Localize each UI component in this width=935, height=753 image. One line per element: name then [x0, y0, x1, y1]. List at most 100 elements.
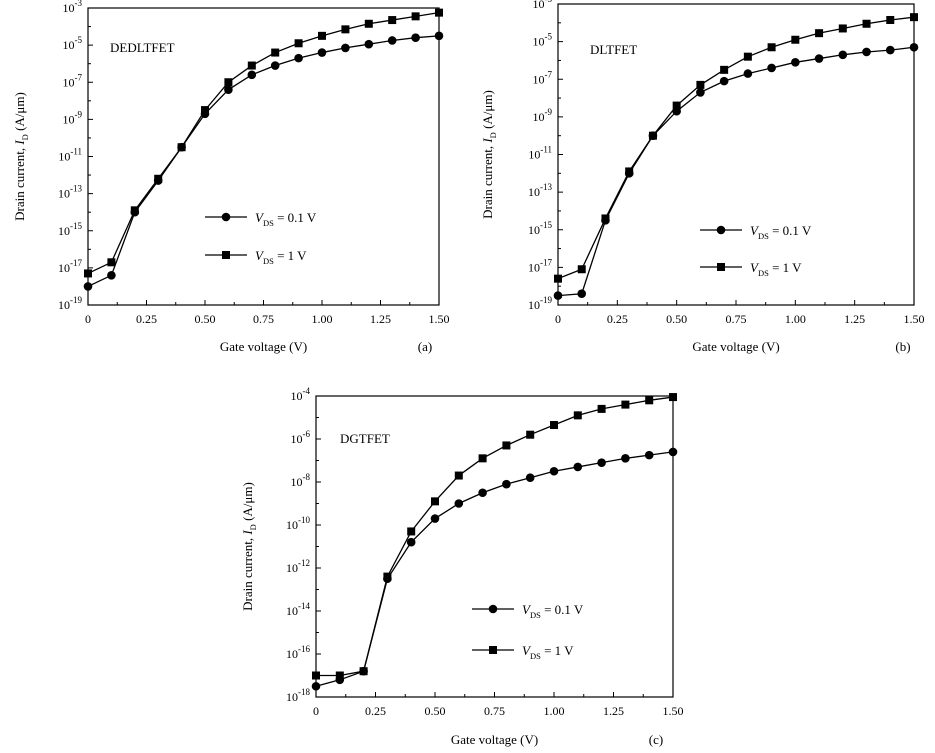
data-point-circle: [743, 69, 753, 78]
data-point-circle: [621, 454, 630, 463]
y-tick-label: 10-6: [291, 429, 311, 446]
y-label-pre: Drain current,: [12, 145, 27, 221]
data-point-square: [177, 143, 186, 152]
y-tick-exponent: -11: [70, 147, 82, 157]
y-tick-base: 10: [58, 261, 70, 275]
x-tick-label: 1.00: [785, 312, 806, 326]
panel-label: (a): [418, 339, 432, 354]
y-tick-label: 10-11: [58, 147, 82, 164]
y-label-sub: D: [20, 134, 30, 140]
y-label-post: (A/μm): [480, 90, 495, 132]
panel-title: DEDLTFET: [110, 40, 175, 55]
data-point-square: [312, 671, 320, 680]
legend-entry: VDS = 0.1 V: [522, 602, 584, 620]
y-tick-label: 10-18: [286, 687, 310, 704]
data-point-square: [601, 214, 610, 223]
y-tick-label: 10-17: [528, 257, 552, 274]
data-point-circle: [478, 488, 487, 498]
x-tick-label: 0.75: [484, 704, 505, 718]
y-tick-label: 10-19: [528, 295, 552, 312]
data-point-circle: [83, 282, 93, 291]
data-point-circle: [696, 88, 705, 97]
y-label-pre: Drain current,: [480, 143, 495, 219]
data-point-circle: [311, 681, 321, 691]
data-point-circle: [577, 289, 587, 299]
x-tick-label: 0.50: [666, 312, 687, 326]
data-point-circle: [573, 462, 583, 472]
y-tick-base: 10: [63, 112, 75, 126]
y-tick-exponent: -6: [303, 429, 311, 439]
panel-title: DLTFET: [590, 42, 637, 57]
x-tick-label: 0.25: [136, 312, 157, 326]
x-axis-label: Gate voltage (V): [692, 339, 779, 354]
panel-label: (b): [895, 339, 910, 354]
data-point-circle: [107, 271, 116, 280]
y-tick-label: 10-5: [533, 32, 553, 49]
x-tick-label: 0.25: [365, 704, 386, 718]
data-point-square: [502, 441, 511, 450]
legend-marker-circle: [221, 212, 231, 222]
data-point-square: [648, 131, 657, 140]
data-point-circle: [668, 447, 678, 457]
y-tick-base: 10: [533, 110, 545, 124]
y-tick-label: 10-7: [63, 72, 83, 89]
chart-panel-1: 0 0.25 0.50 0.75 1.00 1.25 1.5010-310-510-710-…: [12, 0, 450, 354]
x-tick-label: 1.25: [370, 312, 391, 326]
y-tick-label: 10-12: [286, 558, 310, 575]
y-tick-exponent: -17: [540, 257, 552, 267]
y-tick-label: 10-10: [286, 515, 310, 532]
data-point-circle: [909, 42, 919, 52]
y-tick-base: 10: [291, 475, 303, 489]
series-line-square: [557, 16, 915, 280]
data-point-square: [550, 421, 558, 430]
x-tick-label: 0.25: [607, 312, 628, 326]
y-label-var: I: [12, 140, 27, 146]
y-tick-base: 10: [533, 35, 545, 49]
x-tick-label: 0: [555, 312, 561, 326]
data-point-circle: [434, 31, 444, 41]
y-tick-base: 10: [291, 389, 303, 403]
data-point-square: [767, 43, 776, 52]
y-tick-exponent: -19: [540, 295, 552, 305]
data-point-circle: [341, 43, 350, 53]
y-tick-exponent: -3: [75, 0, 83, 8]
chart-panel-2: 00.250.500.751.001.251.5010-310-510-710-…: [480, 0, 925, 354]
data-point-square: [625, 167, 634, 176]
legend-rest: = 0.1 V: [541, 602, 584, 617]
y-tick-base: 10: [291, 432, 303, 446]
data-point-square: [886, 15, 895, 24]
x-tick-label: 0: [85, 312, 91, 326]
data-point-square: [815, 29, 824, 38]
x-tick-label: 0.50: [425, 704, 446, 718]
legend-sub: DS: [263, 256, 274, 266]
y-tick-base: 10: [528, 223, 540, 237]
y-tick-exponent: -14: [298, 601, 310, 611]
y-tick-base: 10: [63, 75, 75, 89]
data-point-square: [645, 396, 654, 405]
y-tick-exponent: -4: [303, 386, 311, 396]
y-axis-label: Drain current, ID (A/μm): [240, 482, 258, 611]
legend-marker-circle: [488, 604, 498, 614]
data-point-square: [431, 497, 439, 506]
y-tick-base: 10: [528, 298, 540, 312]
x-tick-label: 1.00: [544, 704, 565, 718]
y-tick-label: 10-8: [291, 472, 311, 489]
y-tick-exponent: -17: [70, 258, 82, 268]
data-point-square: [388, 16, 397, 25]
data-point-square: [554, 274, 562, 283]
y-label-pre: Drain current,: [240, 535, 255, 611]
data-point-square: [407, 527, 416, 536]
y-tick-label: 10-4: [291, 386, 311, 403]
y-tick-exponent: -16: [298, 644, 310, 654]
legend-entry: VDS = 1 V: [750, 260, 802, 278]
y-label-sub: D: [488, 132, 498, 138]
data-point-square: [478, 454, 487, 463]
y-tick-exponent: -7: [75, 72, 83, 82]
y-tick-exponent: -12: [298, 558, 310, 568]
data-point-square: [669, 393, 677, 402]
y-tick-label: 10-9: [533, 107, 553, 124]
data-point-square: [318, 31, 326, 40]
y-tick-base: 10: [286, 561, 298, 575]
legend-rest: = 1 V: [274, 248, 307, 263]
series-line-square: [87, 11, 440, 275]
